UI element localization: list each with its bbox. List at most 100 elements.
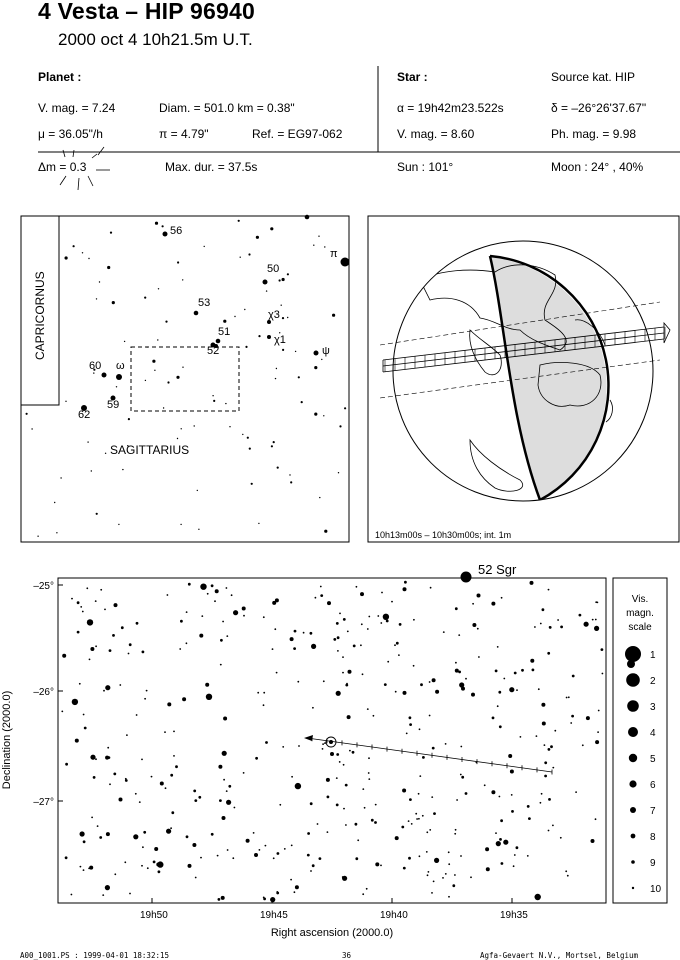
field-star [531, 668, 535, 672]
field-star [590, 839, 595, 843]
finder-star [318, 235, 320, 237]
field-star [205, 693, 213, 700]
field-star [444, 873, 447, 875]
field-star [263, 897, 266, 901]
finder-star [229, 426, 231, 428]
field-star [600, 648, 604, 651]
field-star [271, 648, 274, 650]
field-star [311, 864, 315, 868]
field-star [321, 748, 324, 750]
field-star [432, 880, 435, 883]
finder-star [282, 348, 285, 351]
field-star [105, 832, 110, 837]
field-star [114, 873, 117, 876]
field-star [199, 633, 204, 638]
field-star [594, 818, 597, 821]
field-star [544, 761, 548, 765]
finder-star [270, 445, 273, 448]
field-star [415, 812, 418, 815]
field-star [141, 758, 143, 761]
shadow-track [382, 321, 671, 373]
field-star [194, 799, 198, 802]
moon-info: Moon : 24° , 40% [551, 160, 644, 174]
field-star [254, 853, 258, 857]
mag-label: 7 [650, 806, 656, 817]
finder-star-label: 59 [107, 399, 119, 411]
field-star [134, 792, 137, 795]
field-star [90, 754, 96, 760]
field-star [157, 861, 164, 868]
mag-dot [628, 753, 638, 763]
field-star [342, 671, 344, 674]
field-star [516, 689, 518, 691]
field-star [515, 846, 519, 850]
finder-star [182, 279, 184, 281]
field-star [210, 584, 214, 588]
field-star [128, 643, 132, 647]
field-star [245, 838, 250, 843]
finder-star [72, 245, 75, 248]
finder-star [321, 358, 323, 361]
field-star [521, 668, 524, 672]
finder-star [60, 477, 62, 479]
field-star [76, 601, 80, 605]
field-star [566, 874, 569, 877]
field-star [173, 730, 175, 733]
finder-star [157, 339, 159, 341]
constellation-sagittarius: SAGITTARIUS [110, 443, 189, 457]
finder-star [180, 428, 182, 430]
field-star [429, 829, 432, 831]
finder-star [245, 345, 248, 348]
field-star [310, 870, 312, 872]
field-star [124, 779, 128, 782]
finder-star [203, 245, 205, 248]
field-star [529, 580, 534, 585]
star-52-sgr [460, 571, 472, 583]
finder-star [280, 304, 282, 306]
field-star [366, 708, 369, 710]
field-star [210, 832, 214, 836]
field-star [460, 855, 462, 857]
finder-star [196, 489, 198, 492]
planet-vmag: V. mag. = 7.24 [38, 101, 116, 115]
field-star [138, 801, 141, 803]
field-star [200, 856, 202, 859]
field-star [421, 814, 424, 817]
field-star [322, 680, 325, 683]
field-star [409, 798, 412, 801]
field-star [454, 828, 457, 831]
field-star [526, 805, 530, 808]
finder-chart: CAPRICORNUS SAGITTARIUS 56 50 π 53 χ3 51 χ1 52 ψ… [20, 214, 350, 543]
field-star [230, 594, 233, 597]
finder-star [25, 412, 28, 415]
field-star [119, 684, 122, 686]
field-star [560, 625, 563, 629]
field-star [559, 836, 562, 839]
finder-star [81, 405, 87, 411]
field-star [94, 600, 97, 602]
field-star [307, 832, 310, 835]
field-star [425, 851, 428, 853]
field-star [510, 794, 513, 796]
field-star [594, 618, 597, 621]
finder-star [225, 402, 227, 405]
field-star [471, 692, 475, 697]
finder-star [110, 395, 116, 401]
field-star [298, 745, 300, 747]
field-star [113, 772, 117, 776]
field-star [368, 757, 370, 760]
finder-star [279, 332, 281, 334]
field-star [418, 855, 421, 858]
field-star [291, 775, 293, 778]
field-star [105, 755, 110, 760]
scale-title-3: scale [628, 622, 652, 633]
field-star [395, 641, 399, 645]
field-star [391, 600, 393, 603]
mag-dot [627, 700, 639, 712]
field-star [419, 775, 422, 777]
finder-star [90, 470, 93, 472]
field-star [491, 601, 496, 606]
finder-star-labels: 56 50 π 53 χ3 51 χ1 52 ψ 60 ω 59 62 [78, 225, 338, 421]
field-star [408, 856, 411, 860]
field-star [255, 756, 258, 760]
